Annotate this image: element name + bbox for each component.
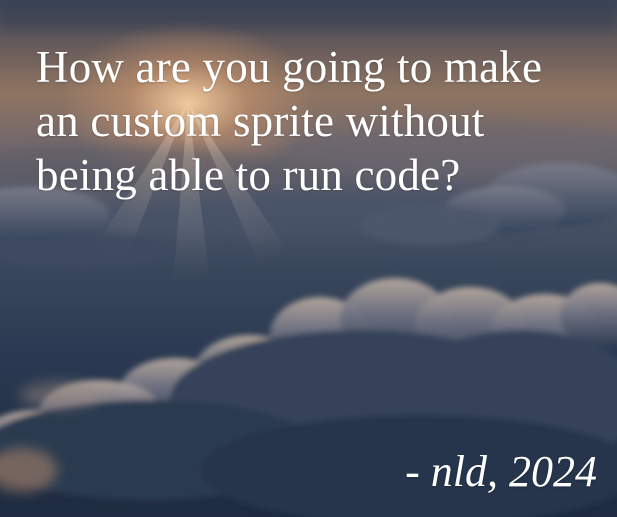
- quote-line: How are you going to make: [36, 42, 543, 92]
- mid-right-clouds: [360, 163, 617, 245]
- quote-attribution: - nld, 2024: [405, 447, 597, 496]
- quote-line: an custom sprite without: [36, 96, 485, 146]
- left-mid-clouds: [0, 187, 170, 268]
- foreground-cumulus: [0, 278, 617, 517]
- quote-text: How are you going to make an custom spri…: [36, 40, 606, 202]
- quote-line: being able to run code?: [36, 150, 461, 200]
- warm-cloud-highlight: [0, 381, 100, 492]
